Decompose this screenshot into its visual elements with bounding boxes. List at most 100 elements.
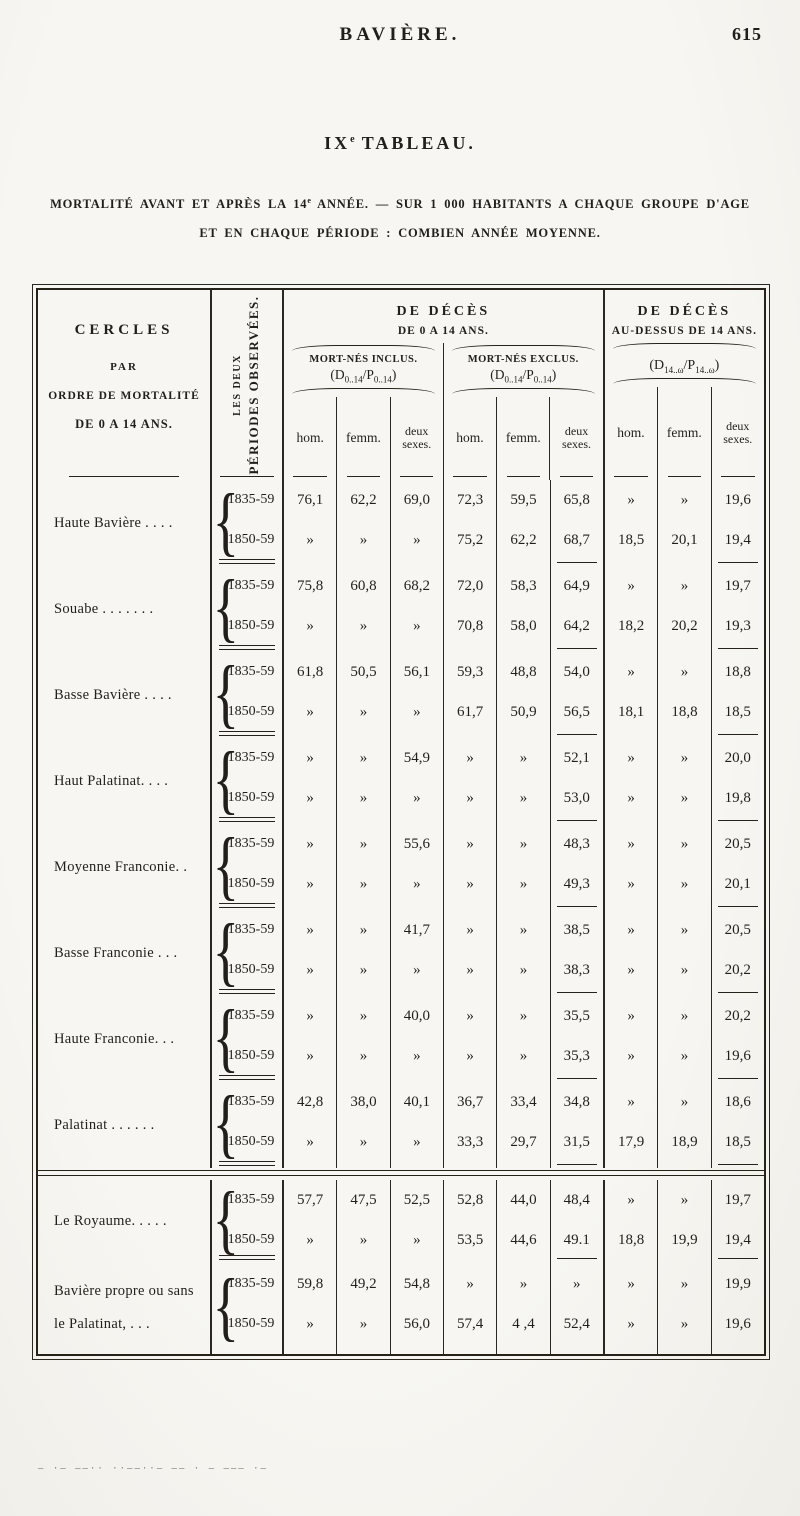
period-label: 1850-59: [227, 1316, 275, 1331]
value-col: 18,8 18,5: [710, 652, 764, 738]
value-cell: »: [359, 532, 368, 548]
value-cell: »: [627, 1094, 635, 1110]
value-cell: 53,0: [563, 790, 590, 806]
period-cell: {1835-59 1850-59: [210, 1262, 282, 1354]
value-col: 42,8 »: [282, 1082, 336, 1168]
value-cell: »: [413, 876, 421, 892]
value-cell: 50,9: [510, 704, 537, 720]
value-col: 55,6 »: [389, 824, 443, 910]
value-cell: »: [359, 876, 368, 892]
value-col: » 18,5: [602, 480, 657, 566]
table-body: Haute Bavière . . . . {1835-59 1850-59 76…: [38, 480, 764, 1354]
mortality-table: CERCLES PAR ORDRE DE MORTALITÉ DE 0 A 14…: [32, 284, 770, 1360]
col-header-femm: femm.: [657, 386, 710, 480]
value-cell: 18,1: [618, 704, 645, 720]
section-palatinat: Palatinat . . . . . . {1835-59 1850-59 42…: [38, 1082, 764, 1168]
period-label: 1835-59: [227, 1094, 275, 1109]
value-col: » 20,1: [657, 480, 710, 566]
period-label: 1835-59: [227, 750, 275, 765]
period-label: 1835-59: [227, 664, 275, 679]
value-cell: »: [306, 1316, 314, 1332]
value-cell: 68,2: [403, 578, 430, 594]
value-cell: »: [306, 1134, 314, 1150]
col-header-femm: femm.: [336, 396, 389, 480]
period-cell: {1835-59 1850-59: [210, 480, 282, 566]
value-col: 62,2 »: [336, 480, 389, 566]
period-cell: {1835-59 1850-59: [210, 1082, 282, 1168]
value-col: 36,7 33,3: [442, 1082, 496, 1168]
value-cell: 47,5: [350, 1192, 377, 1208]
value-cell: 50,5: [350, 664, 377, 680]
value-cell: »: [627, 578, 635, 594]
value-cell: 29,7: [510, 1134, 537, 1150]
period-label: 1850-59: [227, 962, 275, 977]
value-col: 64,9 64,2: [549, 566, 603, 652]
value-col: »»: [442, 910, 496, 996]
value-cell: »: [466, 836, 474, 852]
col-header-deux-sexes: deux sexes.: [710, 386, 764, 480]
value-cell: »: [680, 750, 689, 766]
value-cell: »: [359, 962, 368, 978]
tableau-title: IXe TABLEAU.: [0, 133, 800, 154]
value-cell: 18,5: [724, 1134, 751, 1150]
value-col: 38,0 »: [336, 1082, 389, 1168]
value-cell: 17,9: [618, 1134, 645, 1150]
value-col: »»: [657, 910, 710, 996]
period-cell: {1835-59 1850-59: [210, 996, 282, 1082]
value-cell: 59,5: [510, 492, 537, 508]
value-cell: »: [466, 1008, 474, 1024]
value-col: 72,0 70,8: [442, 566, 496, 652]
value-col: »»: [602, 996, 657, 1082]
section-le-royaume: Le Royaume. . . . . {1835-59 1850-59 57,7…: [38, 1180, 764, 1262]
value-cell: 19,7: [724, 1192, 751, 1208]
value-cell: »: [359, 790, 368, 806]
period-label: 1850-59: [227, 790, 275, 805]
value-cell: »: [627, 750, 635, 766]
value-col: 19,6 19,4: [710, 480, 764, 566]
value-cell: »: [306, 962, 314, 978]
value-cell: 35,3: [563, 1048, 590, 1064]
value-col: 19,9 19,6: [710, 1262, 764, 1354]
value-col: 38,5 38,3: [549, 910, 603, 996]
value-cell: »: [359, 1232, 368, 1248]
formula: (D0..14/P0..14): [490, 367, 557, 385]
value-cell: 38,0: [350, 1094, 377, 1110]
header-numeric-area: DE DÉCÈS DE 0 A 14 ANS. MORT-NÉS INCLUS.…: [282, 290, 764, 480]
col-header-hom: hom.: [605, 387, 657, 480]
page-number: 615: [732, 24, 762, 44]
value-cell: »: [680, 1094, 689, 1110]
value-cell: 18,8: [724, 664, 751, 680]
col-header-deux-sexes: deux sexes.: [389, 396, 443, 480]
value-col: 60,8 »: [336, 566, 389, 652]
value-col: »»: [496, 910, 549, 996]
value-cell: 40,0: [403, 1008, 430, 1024]
value-cell: 18,6: [724, 1094, 751, 1110]
value-cell: 57,7: [297, 1192, 324, 1208]
value-col: »»: [336, 738, 389, 824]
value-cell: »: [359, 922, 368, 938]
value-cell: »: [627, 1048, 635, 1064]
value-cell: 20,1: [724, 876, 751, 892]
value-cell: »: [413, 790, 421, 806]
value-col: 20,0 19,8: [710, 738, 764, 824]
value-col: »»: [602, 1262, 657, 1354]
value-cell: 70,8: [457, 618, 484, 634]
period-label: 1850-59: [227, 618, 275, 633]
value-col: 48,3 49,3: [549, 824, 603, 910]
value-cell: 58,3: [510, 578, 537, 594]
value-cell: 19,8: [724, 790, 751, 806]
section-haute-franconie: Haute Franconie. . . {1835-59 1850-59 »» …: [38, 996, 764, 1082]
value-cell: »: [413, 1048, 421, 1064]
cercle-name: Le Royaume. . . . .: [54, 1212, 167, 1229]
table-subtitle-line2: ET EN CHAQUE PÉRIODE : COMBIEN ANNÉE MOY…: [199, 226, 601, 240]
value-cell: 69,0: [403, 492, 430, 508]
value-col: »»: [282, 910, 336, 996]
value-cell: 65,8: [563, 492, 590, 508]
value-cell: 52,4: [563, 1316, 590, 1332]
value-cell: 18,5: [724, 704, 751, 720]
value-cell: 60,8: [350, 578, 377, 594]
value-cell: 20,5: [724, 922, 751, 938]
value-cell: »: [466, 790, 474, 806]
value-cell: »: [466, 1276, 474, 1292]
section-basse-baviere: Basse Bavière . . . . {1835-59 1850-59 61…: [38, 652, 764, 738]
